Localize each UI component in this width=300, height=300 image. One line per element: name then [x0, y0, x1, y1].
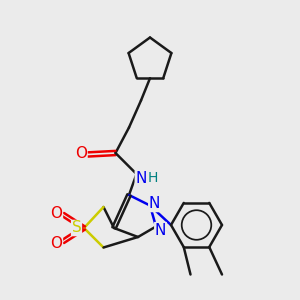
Text: N: N — [155, 223, 166, 238]
Text: O: O — [50, 236, 62, 250]
Text: H: H — [148, 172, 158, 185]
Text: O: O — [75, 146, 87, 161]
Text: N: N — [149, 196, 160, 211]
Text: S: S — [72, 220, 81, 236]
Text: O: O — [50, 206, 62, 220]
Text: N: N — [135, 171, 147, 186]
